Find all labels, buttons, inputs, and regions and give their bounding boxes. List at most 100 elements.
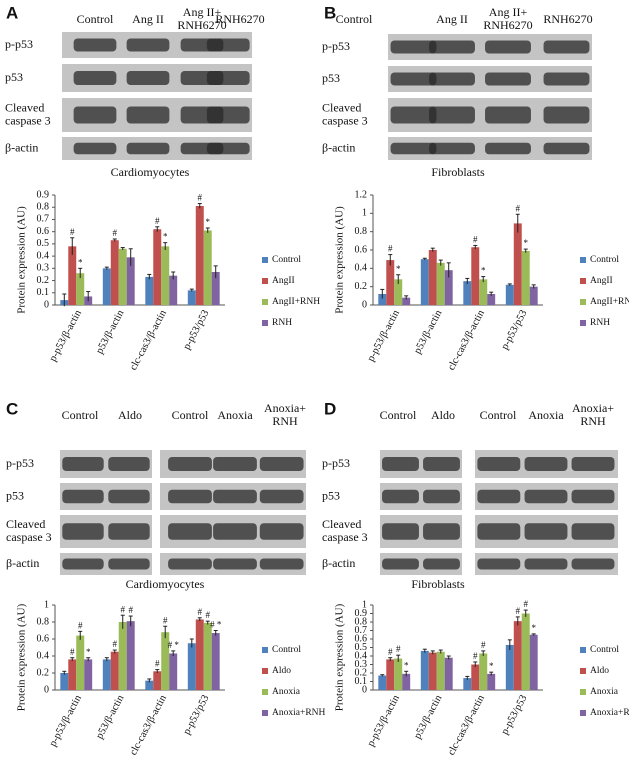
significance-marker: # [481,640,486,650]
legend-label: Control [272,645,301,655]
bar [153,671,162,690]
significance-marker: # [516,203,521,213]
bar [203,230,212,305]
legend-swatch [580,689,586,695]
chart: Protein expression (AU) 00.10.20.30.40.50… [16,189,321,372]
bar [195,206,204,305]
blot-band [206,38,250,52]
significance-marker: * [523,238,528,248]
legend-swatch [580,299,586,305]
x-tick-label: p53/β-actin [412,308,445,356]
y-tick-label: 0.6 [37,633,50,644]
bar [102,268,111,305]
blot-band [429,40,475,54]
blot-panel: D Control Aldo Control Anoxia Anoxia+RNH p-p53… [322,399,618,591]
significance-marker: # [113,639,118,649]
y-tick-label: 0.4 [355,650,368,661]
row-label: p-p53 [6,456,34,470]
y-tick-label: 0.2 [37,275,50,286]
legend-swatch [580,647,586,653]
blot-band [543,72,590,86]
blot-band [126,38,170,52]
blot-band [168,558,212,570]
bar [428,652,437,690]
blot-band [62,523,104,540]
lane-label: RNH6270 [483,18,532,32]
blot-band [168,489,212,504]
row-label: Cleaved [322,100,361,114]
bar [145,276,154,305]
blot-band [429,106,475,124]
cell-caption: Cardiomyocytes [126,577,205,591]
y-axis-title: Protein expression (AU) [16,603,28,711]
y-tick-label: 1 [362,599,367,610]
lane-label: Ang II+ [489,5,528,19]
y-tick-label: 0.8 [37,202,50,213]
blot-band [126,71,170,85]
bar [463,281,472,305]
blot-band [524,558,568,570]
blot-band [390,106,437,124]
blot-band [213,457,257,471]
cell-caption: Fibroblasts [431,165,485,179]
bar [513,223,522,305]
y-tick-label: 0.2 [355,281,368,292]
blot-panel: B Control Ang II Ang II+RNH6270 RNH6270p-p53… [322,3,593,178]
bar [203,622,212,690]
bar [68,659,77,690]
y-tick-label: 0.3 [37,263,50,274]
bar [110,240,119,305]
bar [479,279,488,305]
bar [487,673,496,690]
blot-band [423,457,460,471]
bar [513,621,522,690]
y-tick-label: 0.8 [37,616,50,627]
lane-label: Ang II [132,12,164,26]
x-tick-label: p-p53/p53 [500,308,530,351]
legend-swatch [262,257,268,263]
significance-marker: # [473,651,478,661]
y-tick-label: 0.6 [355,633,368,644]
blot-band [423,523,460,540]
bar [463,678,472,690]
bar [529,286,538,305]
bar [436,651,445,690]
bar [187,643,196,690]
panel-letter: D [324,399,336,418]
lane-label: RNH6270 [215,12,264,26]
blot-band [429,142,475,155]
blot-band [477,523,521,540]
legend-swatch [262,689,268,695]
bar [521,613,530,690]
cell-caption: Fibroblasts [411,577,465,591]
y-tick-label: 0.5 [355,642,368,653]
chart: Protein expression (AU) 00.10.20.30.40.50… [334,599,629,757]
lane-label: Anoxia [528,408,564,422]
bar [529,634,538,690]
blot-band [485,72,531,86]
row-label: Cleaved [5,100,44,114]
blot-band [206,71,250,85]
bar [394,658,403,690]
y-tick-label: 1.2 [355,189,368,200]
significance-marker: # [396,644,401,654]
blot-band [423,558,460,570]
x-tick-label: p-p53/p53 [182,693,212,736]
y-tick-label: 0 [44,299,49,310]
blot-band [477,558,521,570]
legend-label: AngII [590,276,613,286]
row-label: β-actin [5,140,38,154]
legend-swatch [580,710,586,716]
y-tick-label: 0.4 [37,650,50,661]
bar [420,259,429,305]
bar [126,257,135,305]
bar [505,284,514,305]
lane-label: Anoxia [217,408,253,422]
y-axis-title: Protein expression (AU) [334,206,346,314]
bar [110,651,119,690]
bar [487,294,496,305]
legend-label: Control [590,645,619,655]
y-tick-label: 0 [362,299,367,310]
